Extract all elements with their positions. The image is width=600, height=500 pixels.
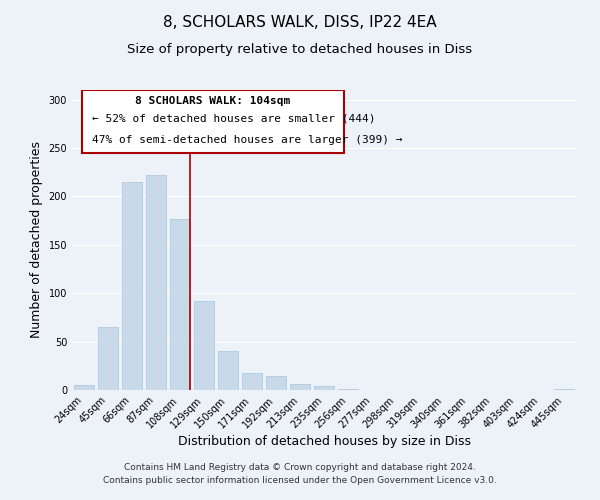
Bar: [554, 389, 574, 390]
Bar: [242, 372, 262, 390]
Text: Contains HM Land Registry data © Crown copyright and database right 2024.: Contains HM Land Registry data © Crown c…: [124, 464, 476, 472]
Text: Size of property relative to detached houses in Diss: Size of property relative to detached ho…: [127, 42, 473, 56]
Bar: [122, 182, 142, 390]
Bar: [218, 352, 238, 390]
Bar: [266, 376, 286, 390]
Text: ← 52% of detached houses are smaller (444): ← 52% of detached houses are smaller (44…: [92, 114, 376, 124]
Text: 8 SCHOLARS WALK: 104sqm: 8 SCHOLARS WALK: 104sqm: [136, 96, 291, 106]
Bar: [290, 384, 310, 390]
Bar: [314, 386, 334, 390]
Bar: [194, 301, 214, 390]
X-axis label: Distribution of detached houses by size in Diss: Distribution of detached houses by size …: [178, 436, 470, 448]
Text: Contains public sector information licensed under the Open Government Licence v3: Contains public sector information licen…: [103, 476, 497, 485]
Bar: [338, 389, 358, 390]
Y-axis label: Number of detached properties: Number of detached properties: [30, 142, 43, 338]
Bar: [74, 385, 94, 390]
FancyBboxPatch shape: [82, 90, 344, 153]
Bar: [146, 175, 166, 390]
Text: 47% of semi-detached houses are larger (399) →: 47% of semi-detached houses are larger (…: [92, 136, 403, 145]
Bar: [98, 327, 118, 390]
Text: 8, SCHOLARS WALK, DISS, IP22 4EA: 8, SCHOLARS WALK, DISS, IP22 4EA: [163, 15, 437, 30]
Bar: [170, 218, 190, 390]
